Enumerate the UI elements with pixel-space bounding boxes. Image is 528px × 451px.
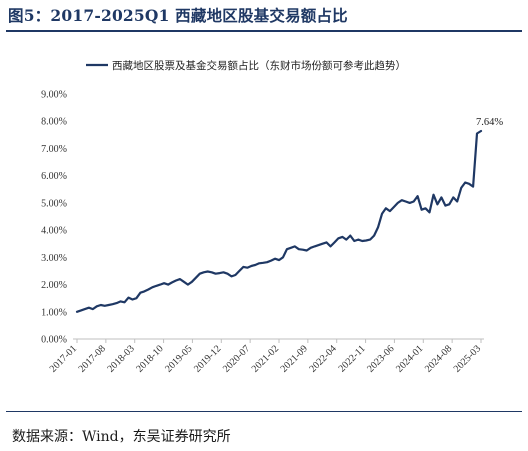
y-tick-label: 3.00% <box>41 253 67 264</box>
chart-legend: 西藏地区股票及基金交易额占比（东财市场份额可参考此趋势） <box>86 59 406 72</box>
figure-title: 图5：2017-2025Q1 西藏地区股基交易额占比 <box>8 6 348 25</box>
x-tick-label: 2020-07 <box>221 343 252 374</box>
x-tick-label: 2017-01 <box>48 343 79 374</box>
y-axis: 0.00% 1.00% 2.00% 3.00% 4.00% 5.00% 6.00% 7.00%… <box>41 90 67 346</box>
y-tick-label: 1.00% <box>41 307 67 318</box>
x-tick-label: 2024-01 <box>394 343 425 374</box>
x-tick-label: 2021-09 <box>279 343 310 374</box>
x-tick-label: 2023-06 <box>365 343 396 374</box>
y-tick-label: 7.00% <box>41 144 67 155</box>
x-axis: 2017-012017-082018-032018-102019-052019-… <box>48 338 484 375</box>
x-tick-label: 2018-03 <box>105 343 136 374</box>
bottom-rule <box>6 411 522 412</box>
last-value-annotation: 7.64% <box>476 117 503 128</box>
y-tick-label: 9.00% <box>41 90 67 101</box>
x-tick-label: 2019-05 <box>163 343 194 374</box>
x-tick-label: 2022-11 <box>337 343 368 374</box>
legend-label: 西藏地区股票及基金交易额占比（东财市场份额可参考此趋势） <box>112 59 406 72</box>
source-note: 数据来源：Wind，东吴证券研究所 <box>12 429 231 445</box>
y-tick-label: 8.00% <box>41 117 67 128</box>
x-tick-label: 2024-08 <box>423 343 454 374</box>
title-rule <box>6 30 522 32</box>
x-tick-label: 2022-04 <box>307 343 338 374</box>
x-tick-label: 2025-03 <box>452 343 483 374</box>
y-tick-label: 5.00% <box>41 198 67 209</box>
y-tick-label: 4.00% <box>41 226 67 237</box>
y-tick-label: 2.00% <box>41 280 67 291</box>
series-line <box>75 129 483 313</box>
series-layer <box>75 129 483 313</box>
x-tick-label: 2019-12 <box>192 343 223 374</box>
x-tick-label: 2018-10 <box>134 343 165 374</box>
line-chart: 西藏地区股票及基金交易额占比（东财市场份额可参考此趋势） 0.00% 1.00% 2… <box>41 59 503 375</box>
x-tick-label: 2017-08 <box>77 343 108 374</box>
y-tick-label: 6.00% <box>41 171 67 182</box>
x-tick-label: 2021-02 <box>250 343 281 374</box>
y-tick-label: 0.00% <box>41 335 67 346</box>
